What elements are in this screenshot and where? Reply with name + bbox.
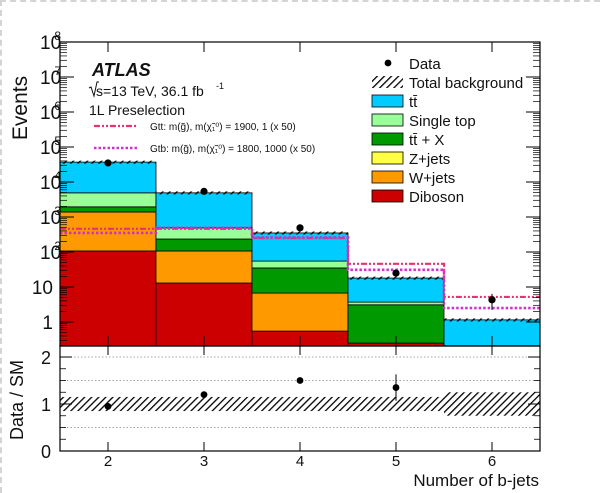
selection-label: 1L Preselection (89, 102, 185, 118)
y-tick-label: 10 (40, 68, 61, 89)
bar-tt (347, 277, 445, 303)
gtb-legend-label: Gtb: m(g̃), m(χ̃₁⁰) = 1800, 1000 (x 50) (150, 144, 315, 155)
bar-diboson (60, 250, 157, 346)
data-point (296, 224, 304, 232)
ratio-uncertainty-band (252, 396, 348, 412)
bar-wjets (155, 250, 253, 284)
ratio-point (104, 402, 112, 410)
legend-swatch-singletop (371, 113, 404, 127)
x-tick-label: 6 (488, 453, 496, 470)
data-point (200, 187, 208, 195)
y-tick-exponent: 4 (54, 169, 61, 183)
ratio-uncertainty-band (348, 396, 444, 412)
gtb-signal-line (60, 226, 540, 310)
bar-ttx (155, 238, 253, 252)
y-axis-label-ratio: Data / SM (7, 360, 27, 440)
ratio-panel (60, 356, 540, 428)
legend-marker-total-background (372, 76, 403, 88)
ratio-point (200, 391, 208, 398)
y-axis-label-main: Events (9, 76, 32, 140)
x-tick-label: 2 (104, 453, 112, 470)
stacked-histogram (60, 161, 540, 346)
bar-singletop (251, 260, 349, 269)
x-tick-label: 3 (200, 453, 208, 470)
legend-label: W+jets (409, 170, 455, 187)
y-tick-label: 10 (40, 173, 61, 194)
legend-swatch-wjets (371, 170, 404, 184)
x-axis-label: Number of b-jets (413, 471, 539, 490)
ratio-point (392, 384, 400, 391)
total-background-band (444, 318, 540, 322)
overlay-layer (60, 159, 540, 322)
x-tick-label: 5 (392, 453, 400, 470)
bar-wjets (60, 211, 157, 252)
legend-label: tt̄ (409, 94, 418, 111)
total-background-band (252, 231, 348, 235)
atlas-label: ATLAS (91, 60, 151, 80)
y-tick-label: 10 (40, 243, 61, 264)
data-point (392, 269, 400, 277)
legend-label: Data (409, 56, 441, 73)
legend-label: Single top (409, 113, 476, 130)
bar-singletop (60, 192, 157, 208)
data-point (104, 159, 112, 167)
ratio-y-tick-label: 2 (41, 348, 51, 368)
legend-label: tt̄ + X (409, 132, 444, 149)
bar-singletop (347, 301, 445, 306)
gtt-legend-label: Gtt: m(g̃), m(χ̃₁⁰) = 1900, 1 (x 50) (150, 122, 296, 133)
y-tick-label: 10 (40, 208, 61, 229)
ratio-uncertainty-band (156, 396, 252, 412)
y-tick-label: 10 (40, 33, 61, 54)
legend-label: Total background (409, 75, 523, 92)
energy-label: s=13 TeV, 36.1 fb -1 (88, 81, 224, 99)
y-tick-label: 1 (42, 313, 53, 334)
bar-diboson (155, 282, 253, 346)
y-tick-exponent: 5 (54, 134, 61, 148)
y-tick-label: 10 (32, 278, 53, 299)
y-tick-exponent: 8 (54, 29, 61, 43)
y-tick-exponent: 6 (54, 99, 61, 113)
legend-swatch-tt (371, 94, 404, 108)
ratio-point (296, 377, 304, 384)
ratio-uncertainty-band (444, 392, 540, 416)
legend-swatch-zjets (371, 151, 404, 165)
bar-wjets (251, 292, 349, 332)
legend: Data Total background tt̄ Single top tt̄ + X… (371, 56, 523, 206)
data-point (488, 296, 496, 304)
legend-label: Z+jets (409, 151, 450, 168)
svg-text:-1: -1 (216, 81, 224, 91)
ratio-y-tick-label: 1 (41, 395, 51, 415)
legend-marker-data (384, 59, 392, 67)
y-tick-label: 10 (40, 138, 61, 159)
ratio-y-tick-label: 0 (41, 442, 51, 462)
legend-label: Diboson (409, 189, 464, 206)
y-tick-exponent: 3 (54, 204, 61, 218)
bar-tt (60, 161, 157, 194)
bar-tt (155, 192, 253, 229)
y-tick-exponent: 2 (54, 239, 61, 253)
bar-ttx (251, 267, 349, 294)
x-tick-label: 4 (296, 453, 304, 470)
legend-swatch-ttx (371, 132, 404, 146)
total-background-band (348, 276, 444, 280)
svg-text:s=13 TeV, 36.1 fb: s=13 TeV, 36.1 fb (96, 83, 204, 99)
bar-ttx (60, 206, 157, 213)
y-tick-label: 10 (40, 103, 61, 124)
y-tick-exponent: 7 (54, 64, 61, 78)
legend-swatch-diboson (371, 189, 404, 203)
